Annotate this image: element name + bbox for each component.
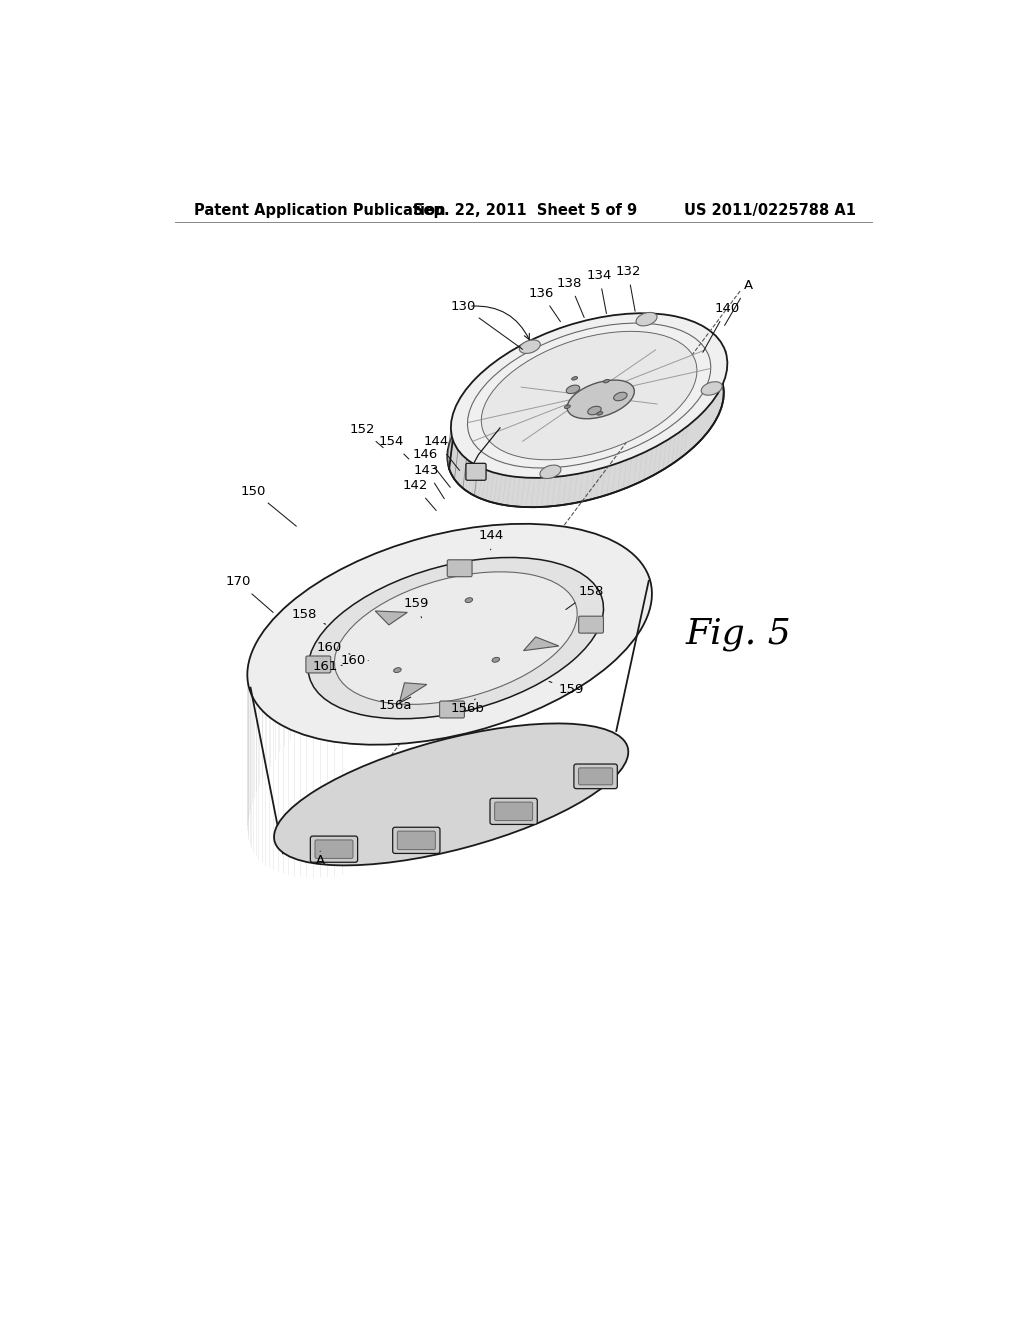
FancyBboxPatch shape: [573, 764, 617, 788]
Text: 152: 152: [349, 422, 383, 447]
Text: US 2011/0225788 A1: US 2011/0225788 A1: [684, 203, 856, 218]
FancyBboxPatch shape: [579, 616, 603, 634]
Text: 130: 130: [451, 300, 522, 350]
Polygon shape: [523, 636, 559, 651]
FancyBboxPatch shape: [392, 828, 440, 854]
Text: 170: 170: [225, 576, 273, 612]
Ellipse shape: [571, 376, 578, 380]
FancyBboxPatch shape: [315, 840, 353, 858]
Ellipse shape: [540, 465, 561, 479]
Text: 146: 146: [413, 449, 451, 487]
Text: 144: 144: [478, 529, 504, 550]
Polygon shape: [399, 682, 427, 702]
Ellipse shape: [447, 342, 724, 507]
Ellipse shape: [308, 557, 603, 719]
Ellipse shape: [481, 331, 697, 459]
Ellipse shape: [564, 405, 570, 408]
Text: Fig. 5: Fig. 5: [686, 618, 792, 651]
FancyBboxPatch shape: [310, 836, 357, 862]
Text: 136: 136: [528, 286, 560, 322]
Text: 154: 154: [379, 436, 409, 459]
Text: 142: 142: [402, 479, 436, 511]
Text: 158: 158: [292, 607, 326, 624]
Text: 144: 144: [424, 436, 460, 470]
Ellipse shape: [566, 385, 580, 393]
Ellipse shape: [588, 407, 601, 414]
Ellipse shape: [393, 668, 401, 673]
Text: 132: 132: [615, 265, 641, 312]
Text: 138: 138: [557, 277, 584, 318]
Ellipse shape: [613, 392, 627, 401]
Text: 143: 143: [414, 463, 444, 499]
Text: A: A: [725, 279, 753, 326]
Text: 161: 161: [313, 660, 342, 673]
Ellipse shape: [597, 412, 603, 414]
Ellipse shape: [451, 313, 727, 478]
FancyBboxPatch shape: [397, 832, 435, 850]
Text: Patent Application Publication: Patent Application Publication: [194, 203, 445, 218]
Ellipse shape: [567, 380, 634, 418]
Text: 160: 160: [340, 653, 369, 667]
Text: 160: 160: [316, 640, 350, 655]
Ellipse shape: [603, 379, 609, 383]
FancyBboxPatch shape: [447, 560, 472, 577]
Ellipse shape: [636, 313, 657, 326]
Ellipse shape: [519, 341, 541, 354]
Text: 156a: 156a: [379, 697, 412, 711]
Text: 150: 150: [241, 484, 296, 527]
Polygon shape: [375, 611, 408, 624]
Ellipse shape: [493, 657, 500, 663]
Text: 134: 134: [587, 269, 612, 314]
FancyBboxPatch shape: [306, 656, 331, 673]
FancyBboxPatch shape: [466, 463, 486, 480]
Ellipse shape: [274, 723, 629, 866]
Text: 158: 158: [566, 585, 604, 610]
FancyBboxPatch shape: [490, 799, 538, 825]
Ellipse shape: [701, 381, 722, 395]
FancyBboxPatch shape: [439, 701, 465, 718]
Text: 156b: 156b: [451, 700, 484, 715]
Text: 159: 159: [549, 681, 584, 696]
FancyBboxPatch shape: [495, 803, 532, 821]
Text: A: A: [315, 851, 325, 867]
Text: 159: 159: [403, 597, 429, 618]
Ellipse shape: [465, 598, 473, 603]
Text: Sep. 22, 2011  Sheet 5 of 9: Sep. 22, 2011 Sheet 5 of 9: [413, 203, 637, 218]
FancyBboxPatch shape: [579, 768, 612, 785]
Ellipse shape: [248, 524, 652, 744]
Text: 140: 140: [702, 302, 739, 352]
Ellipse shape: [335, 572, 578, 705]
